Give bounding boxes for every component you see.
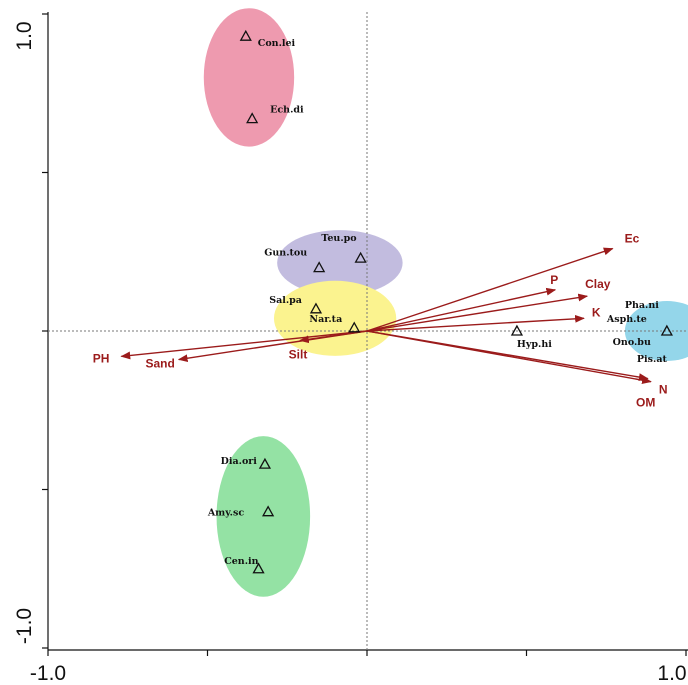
species-gun-tou-marker (313, 261, 326, 273)
vector-om-label: OM (636, 396, 655, 410)
species-pis-at-label: Pis.at (637, 354, 668, 365)
species-dia-ori-marker (258, 457, 272, 469)
vector-ec-label: Ec (625, 232, 640, 246)
species-ech-di-marker (246, 112, 259, 124)
species-hyp-hi-label: Hyp.hi (517, 339, 552, 350)
vector-silt-arrow (299, 330, 368, 344)
species-pha-ni-marker (660, 324, 673, 336)
vector-ph-label: PH (93, 351, 110, 365)
species-con-lei-marker (239, 29, 252, 41)
group-ellipse-2 (277, 230, 403, 296)
vector-k-label: K (592, 305, 601, 319)
vector-sand-label: Sand (145, 357, 174, 371)
group-ellipse-5 (216, 436, 311, 597)
species-nar-ta-label: Nar.ta (309, 314, 342, 325)
species-asph-te-label: Asph.te (606, 314, 647, 325)
species-points: Con.lei Ech.di Gun.tou Teu.po Sal.pa Nar.ta Hy… (207, 29, 673, 574)
species-ech-di-label: Ech.di (270, 105, 304, 116)
species-pha-ni-label: Pha.ni (625, 300, 659, 311)
species-gun-tou-label: Gun.tou (264, 248, 307, 259)
species-teu-po-marker (354, 251, 367, 263)
vector-ec-arrow (366, 247, 614, 332)
species-cen-in-label: Cen.in (224, 556, 258, 567)
species-con-lei-label: Con.lei (258, 38, 296, 49)
vector-silt-label: Silt (289, 348, 308, 362)
species-nar-ta-marker (348, 321, 361, 333)
x-tick-label-max: 1.0 (657, 662, 686, 685)
vector-k-arrow (366, 314, 585, 332)
y-tick-label-max: 1.0 (13, 21, 36, 50)
species-hyp-hi-marker (510, 324, 524, 336)
species-sal-pa-marker (309, 302, 323, 314)
vector-p-label: P (550, 273, 558, 287)
species-dia-ori-label: Dia.ori (221, 456, 258, 467)
vector-p-arrow (366, 287, 557, 332)
species-ono-bu-label: Ono.bu (613, 337, 651, 348)
vector-clay-arrow (366, 293, 589, 332)
species-cen-in-marker (252, 562, 265, 574)
axis-ticks: -1.0 1.0 1.0 -1.0 (13, 13, 687, 685)
environmental-vectors: Ec P Clay K N OM PH Sand Silt (93, 232, 668, 410)
vector-om-arrow (366, 330, 649, 381)
species-amy-sc-marker (262, 505, 275, 517)
x-tick-label-min: -1.0 (30, 662, 66, 685)
vector-ph-arrow (120, 330, 368, 360)
vector-n-label: N (659, 383, 668, 397)
species-amy-sc-label: Amy.sc (207, 508, 245, 519)
species-sal-pa-label: Sal.pa (269, 295, 302, 306)
y-tick-label-min: -1.0 (13, 608, 36, 644)
group-ellipse-1 (203, 8, 295, 147)
species-teu-po-label: Teu.po (321, 233, 356, 244)
vector-clay-label: Clay (585, 277, 611, 291)
